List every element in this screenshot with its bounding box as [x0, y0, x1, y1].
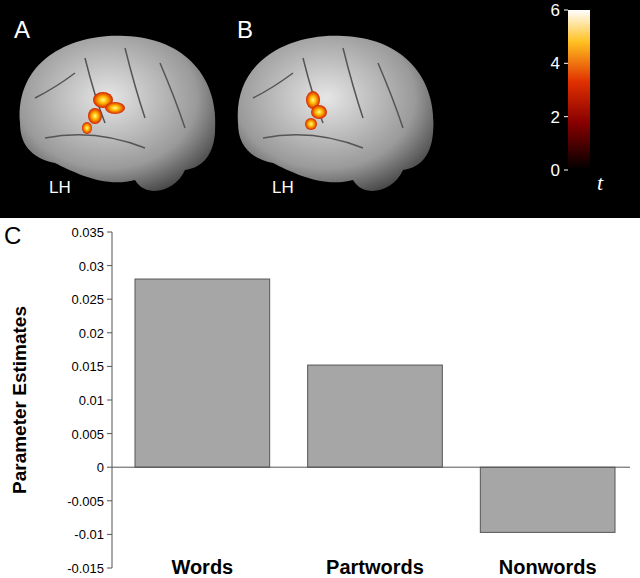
panel-label: A [14, 16, 30, 43]
brain-image [20, 36, 216, 191]
colorbar-tick [564, 116, 568, 117]
activation [105, 102, 125, 114]
y-tick [107, 467, 112, 468]
figure: A LH B LH 0 2 4 6 t C Words Partwords Nonwords -0.015… [0, 0, 640, 578]
hemisphere-label: LH [49, 178, 71, 197]
sulcus [85, 58, 105, 123]
bar [480, 467, 615, 532]
category-label: Words [171, 556, 233, 578]
image-background [0, 0, 640, 218]
colorbar-tick [564, 170, 568, 171]
y-tick-label: 0.02 [79, 326, 104, 341]
y-tick [107, 332, 112, 333]
y-tick [107, 433, 112, 434]
sulcus [125, 48, 145, 118]
y-tick [107, 366, 112, 367]
y-tick-label: 0.035 [71, 225, 104, 240]
sulcus [343, 48, 363, 118]
sulcus [35, 73, 75, 98]
sulcus [378, 63, 403, 128]
y-tick-label: 0.015 [71, 359, 104, 374]
y-tick-label: 0.025 [71, 292, 104, 307]
bar [135, 279, 270, 467]
activation [305, 118, 317, 130]
y-axis-label: Parameter Estimates [9, 306, 30, 494]
y-tick-label: 0 [97, 460, 104, 475]
y-tick [107, 500, 112, 501]
y-tick-label: 0.01 [79, 393, 104, 408]
activation [82, 122, 92, 134]
y-tick [107, 299, 112, 300]
colorbar [568, 10, 590, 170]
bars [135, 279, 615, 532]
bar [308, 365, 443, 467]
y-tick [107, 400, 112, 401]
y-tick-label: 0.03 [79, 259, 104, 274]
colorbar-tick [564, 10, 568, 11]
brain-surface [20, 36, 216, 191]
colorbar-tick [564, 63, 568, 64]
panel-label: B [237, 16, 253, 43]
y-tick [107, 534, 112, 535]
colorbar-tick-label: 4 [551, 54, 560, 73]
activation [88, 108, 102, 124]
y-tick-label: -0.015 [67, 561, 104, 576]
sulcus [45, 135, 145, 148]
sulcus [263, 135, 363, 148]
y-tick-label: 0.005 [71, 427, 104, 442]
figure-svg: A LH B LH 0 2 4 6 t C Words Partwords Nonwords -0.015… [0, 0, 640, 578]
zero-line [112, 467, 630, 468]
activation [311, 105, 327, 119]
y-tick [107, 265, 112, 266]
y-tick [107, 232, 112, 233]
colorbar-tick-label: 6 [551, 1, 560, 20]
brain-surface [238, 36, 434, 191]
panel-label: C [4, 222, 21, 249]
hemisphere-label: LH [272, 178, 294, 197]
colorbar-title: t [597, 170, 604, 195]
brain-image [238, 36, 434, 191]
category-label: Nonwords [499, 556, 597, 578]
colorbar-tick-label: 0 [551, 161, 560, 180]
y-tick [107, 568, 112, 569]
colorbar-tick-label: 2 [551, 108, 560, 127]
sulcus [160, 63, 185, 128]
y-tick-label: -0.005 [67, 494, 104, 509]
y-tick-label: -0.01 [74, 527, 104, 542]
category-label: Partwords [326, 556, 424, 578]
sulcus [253, 73, 293, 98]
